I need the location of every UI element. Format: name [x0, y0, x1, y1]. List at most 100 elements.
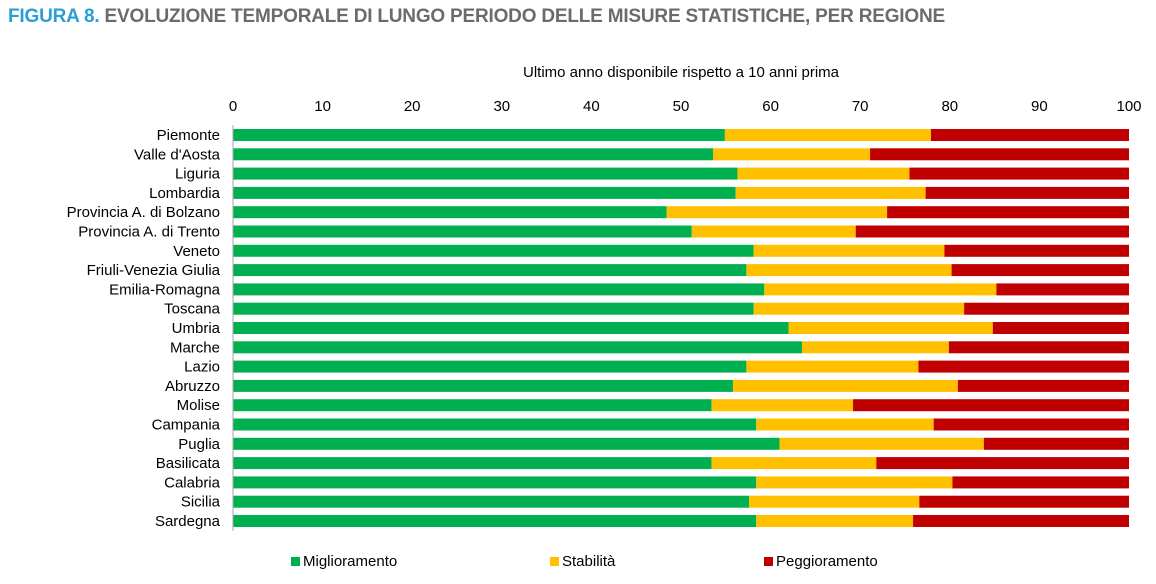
bar-segment-stabilit	[801, 341, 949, 354]
bar-segment-peggioramento	[913, 515, 1129, 527]
bar-segment-stabilit	[756, 515, 914, 527]
bar-segment-peggioramento	[952, 476, 1129, 489]
bar-segment-miglioramento	[233, 457, 712, 470]
bar-segment-miglioramento	[233, 148, 714, 161]
bar-segment-peggioramento	[870, 148, 1129, 161]
category-label: Friuli-Venezia Giulia	[87, 262, 221, 279]
x-tick-label: 70	[852, 98, 869, 115]
bar-segment-peggioramento	[996, 283, 1129, 296]
bar-segment-miglioramento	[233, 379, 733, 392]
legend-label-miglioramento: Miglioramento	[303, 553, 398, 570]
bar-segment-peggioramento	[964, 302, 1129, 315]
legend-swatch-stabilita	[550, 557, 559, 566]
category-label: Molise	[177, 397, 220, 414]
legend-item-miglioramento: Miglioramento	[291, 553, 397, 570]
x-tick-label: 80	[941, 98, 958, 115]
bar-segment-miglioramento	[233, 129, 725, 141]
bar-segment-miglioramento	[233, 399, 712, 412]
bar-segment-peggioramento	[855, 225, 1129, 238]
bar-segment-peggioramento	[983, 437, 1129, 450]
bar-segment-miglioramento	[233, 515, 757, 527]
bar-segment-miglioramento	[233, 302, 754, 315]
bar-segment-stabilit	[753, 302, 965, 315]
bar-segment-miglioramento	[233, 495, 750, 508]
category-label: Lazio	[184, 359, 220, 376]
bar-segment-stabilit	[724, 129, 931, 141]
bar-segment-stabilit	[746, 264, 952, 277]
bar-segment-miglioramento	[233, 186, 736, 199]
bar-segment-stabilit	[735, 186, 926, 199]
x-tick-label: 10	[314, 98, 331, 115]
bar-segment-stabilit	[779, 437, 984, 450]
figure-title: FIGURA 8. EVOLUZIONE TEMPORALE DI LUNGO …	[8, 6, 945, 28]
x-tick-label: 20	[404, 98, 421, 115]
x-tick-label: 30	[493, 98, 510, 115]
bar-segment-peggioramento	[909, 167, 1129, 180]
bar-segment-peggioramento	[933, 418, 1129, 431]
bar-segment-miglioramento	[233, 167, 738, 180]
figure-number: FIGURA 8.	[8, 6, 100, 27]
category-label: Abruzzo	[165, 378, 220, 395]
category-label: Toscana	[164, 301, 221, 318]
category-label: Calabria	[164, 474, 221, 491]
bar-segment-stabilit	[711, 399, 854, 412]
bar-segment-miglioramento	[233, 322, 789, 334]
bar-segment-stabilit	[713, 148, 871, 161]
bar-segment-miglioramento	[233, 206, 667, 219]
bar-segment-peggioramento	[951, 264, 1129, 277]
x-tick-label: 40	[583, 98, 600, 115]
category-label: Emilia-Romagna	[109, 281, 221, 298]
figure-title-text: EVOLUZIONE TEMPORALE DI LUNGO PERIODO DE…	[104, 6, 946, 27]
legend-swatch-peggioramento	[764, 557, 773, 566]
x-tick-label: 60	[762, 98, 779, 115]
legend-swatch-miglioramento	[291, 557, 300, 566]
bar-segment-stabilit	[753, 244, 945, 257]
chart-title: Ultimo anno disponibile rispetto a 10 an…	[522, 64, 839, 81]
category-label: Basilicata	[156, 455, 221, 472]
bar-segment-stabilit	[691, 225, 856, 238]
x-tick-label: 0	[229, 98, 237, 115]
category-label: Marche	[170, 339, 220, 356]
bar-segment-peggioramento	[944, 244, 1129, 257]
bar-segment-miglioramento	[233, 341, 802, 354]
category-label: Valle d'Aosta	[134, 146, 221, 163]
category-label: Sicilia	[181, 494, 221, 511]
category-label: Umbria	[172, 320, 221, 337]
bar-segment-peggioramento	[919, 495, 1129, 508]
category-label: Campania	[152, 417, 221, 434]
legend-item-peggioramento: Peggioramento	[764, 553, 878, 570]
x-tick-label: 50	[673, 98, 690, 115]
category-label: Provincia A. di Bolzano	[67, 204, 220, 221]
bar-segment-miglioramento	[233, 476, 757, 489]
x-tick-label: 90	[1031, 98, 1048, 115]
bar-segment-stabilit	[756, 418, 934, 431]
bar-segment-stabilit	[666, 206, 888, 219]
bar-segment-peggioramento	[957, 379, 1129, 392]
bar-segment-stabilit	[746, 360, 919, 373]
bar-segment-miglioramento	[233, 418, 757, 431]
bar-segment-peggioramento	[876, 457, 1129, 470]
bar-segment-miglioramento	[233, 437, 780, 450]
bar-segment-peggioramento	[925, 186, 1129, 199]
bar-segment-stabilit	[764, 283, 997, 296]
legend-label-peggioramento: Peggioramento	[776, 553, 878, 570]
legend-label-stabilita: Stabilità	[562, 553, 616, 570]
category-label: Sardegna	[155, 513, 221, 530]
bar-segment-miglioramento	[233, 264, 747, 277]
bar-segment-miglioramento	[233, 244, 754, 257]
category-label: Puglia	[178, 436, 220, 453]
legend-item-stabilita: Stabilità	[550, 553, 615, 570]
bar-segment-miglioramento	[233, 225, 692, 238]
bar-segment-stabilit	[737, 167, 910, 180]
bar-segment-peggioramento	[853, 399, 1129, 412]
category-label: Liguria	[175, 166, 221, 183]
category-label: Provincia A. di Trento	[78, 224, 220, 241]
bar-segment-stabilit	[711, 457, 877, 470]
bar-segment-stabilit	[749, 495, 920, 508]
bar-segment-miglioramento	[233, 360, 747, 373]
bar-segment-peggioramento	[887, 206, 1129, 219]
bar-segment-stabilit	[732, 379, 958, 392]
bar-segment-peggioramento	[918, 360, 1129, 373]
bar-segment-peggioramento	[930, 129, 1129, 141]
